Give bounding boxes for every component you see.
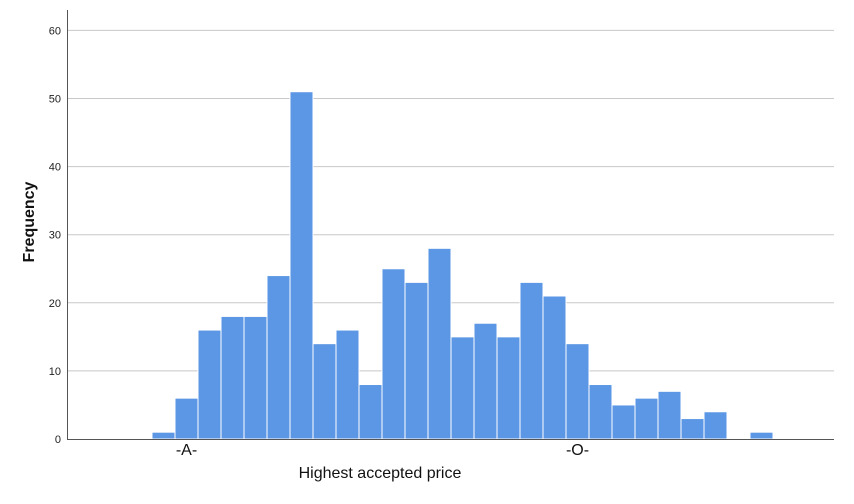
- histogram-bar: [588, 384, 613, 440]
- histogram-bar: [703, 411, 728, 440]
- histogram-bar: [542, 295, 567, 440]
- histogram-bar: [473, 322, 498, 440]
- histogram-bar: [358, 384, 383, 440]
- histogram-bar: [197, 329, 222, 440]
- histogram-bar: [450, 336, 475, 440]
- histogram-bar: [266, 275, 291, 440]
- y-tick-label: 10: [49, 366, 61, 378]
- x-axis-title: Highest accepted price: [299, 465, 462, 482]
- histogram-bar: [174, 397, 199, 440]
- histogram-bar: [151, 431, 176, 440]
- histogram-bar: [312, 343, 337, 440]
- y-tick-label: 40: [49, 162, 61, 174]
- y-tick-label: 20: [49, 298, 61, 310]
- x-tick-label: -A-: [176, 442, 197, 459]
- axes: [67, 10, 834, 440]
- histogram-bar: [427, 247, 452, 440]
- histogram-bar: [749, 431, 774, 440]
- y-tick-label: 0: [55, 434, 61, 446]
- histogram-bar: [243, 315, 268, 440]
- histogram-bar: [519, 281, 544, 440]
- gridlines: [67, 29, 834, 372]
- x-tick-labels: -A- -O-: [176, 442, 589, 459]
- y-tick-labels: 0 10 20 30 40 50 60: [49, 25, 61, 446]
- histogram-bar: [680, 418, 705, 440]
- histogram-bar: [634, 397, 659, 440]
- histogram-bar: [381, 268, 406, 440]
- histogram-bar: [220, 315, 245, 440]
- y-tick-label: 60: [49, 25, 61, 37]
- histogram-bar: [657, 390, 682, 440]
- histogram-bar: [335, 329, 360, 440]
- histogram-bar: [496, 336, 521, 440]
- histogram-bar: [565, 343, 590, 440]
- y-tick-label: 50: [49, 94, 61, 106]
- y-tick-label: 30: [49, 230, 61, 242]
- histogram-bar: [404, 281, 429, 440]
- histogram-bar: [611, 404, 636, 440]
- y-axis-title: Frequency: [21, 181, 38, 262]
- bars: [151, 91, 774, 440]
- x-tick-label: -O-: [566, 442, 589, 459]
- histogram-bar: [289, 91, 314, 440]
